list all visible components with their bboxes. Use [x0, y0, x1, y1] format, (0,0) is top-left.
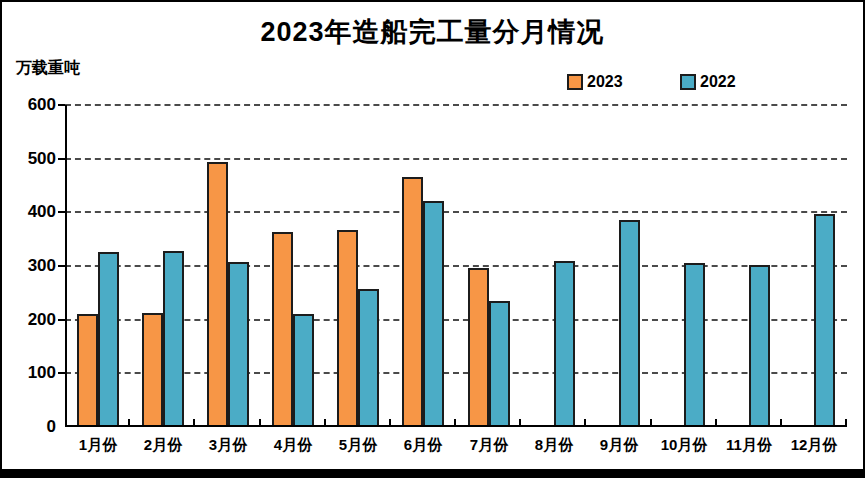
- x-tick-11: [780, 419, 782, 427]
- bar-2022-6月份: [423, 201, 444, 427]
- x-tick-7: [519, 419, 521, 427]
- bar-2022-10月份: [684, 263, 705, 427]
- x-tick-12: [845, 419, 847, 427]
- x-tick-1: [128, 419, 130, 427]
- y-tick-500: [58, 158, 65, 160]
- bar-2022-2月份: [163, 251, 184, 427]
- bar-2023-3月份: [207, 162, 228, 427]
- x-tick-6: [454, 419, 456, 427]
- plot-area: [65, 105, 847, 427]
- bottom-divider-bar: [2, 469, 863, 476]
- gridline-500: [65, 158, 847, 160]
- bar-2023-7月份: [468, 268, 489, 427]
- y-tick-200: [58, 319, 65, 321]
- y-axis-tick-labels: 0100200300400500600: [2, 105, 56, 427]
- x-tick-9: [650, 419, 652, 427]
- legend-swatch-2022: [680, 74, 696, 90]
- bar-2023-4月份: [272, 232, 293, 427]
- y-tick-label-400: 400: [2, 203, 56, 221]
- legend-label-2023: 2023: [587, 73, 623, 91]
- y-axis-line: [65, 105, 67, 427]
- y-tick-600: [58, 104, 65, 106]
- y-tick-label-0: 0: [2, 418, 56, 436]
- bar-2022-12月份: [814, 214, 835, 427]
- y-tick-300: [58, 265, 65, 267]
- bar-2023-6月份: [402, 177, 423, 427]
- bar-2022-9月份: [619, 220, 640, 427]
- x-axis-line: [65, 425, 847, 427]
- legend-item-2023: 2023: [567, 72, 623, 92]
- bar-2022-3月份: [228, 262, 249, 427]
- bar-2023-2月份: [142, 313, 163, 427]
- x-tick-5: [389, 419, 391, 427]
- y-tick-label-100: 100: [2, 364, 56, 382]
- y-tick-400: [58, 211, 65, 213]
- chart-figure: 2023年造船完工量分月情况 万载重吨 2023 2022 0 100 200 300…: [0, 0, 865, 478]
- x-tick-4: [324, 419, 326, 427]
- y-tick-100: [58, 372, 65, 374]
- legend-label-2022: 2022: [700, 73, 736, 91]
- y-tick-label-500: 500: [2, 150, 56, 168]
- y-tick-label-200: 200: [2, 311, 56, 329]
- y-axis-unit-label: 万载重吨: [16, 58, 80, 79]
- gridline-400: [65, 211, 847, 213]
- x-tick-3: [259, 419, 261, 427]
- bar-2022-7月份: [489, 301, 510, 427]
- x-tick-10: [715, 419, 717, 427]
- bar-2022-1月份: [98, 252, 119, 427]
- chart-title: 2023年造船完工量分月情况: [2, 14, 863, 50]
- x-tick-2: [193, 419, 195, 427]
- legend-swatch-2023: [567, 74, 583, 90]
- gridline-600: [65, 104, 847, 106]
- bar-2022-4月份: [293, 314, 314, 427]
- legend-item-2022: 2022: [680, 72, 736, 92]
- bar-2022-5月份: [358, 289, 379, 427]
- bar-2023-5月份: [337, 230, 358, 427]
- x-tick-8: [584, 419, 586, 427]
- y-tick-label-600: 600: [2, 96, 56, 114]
- bar-2022-8月份: [554, 261, 575, 427]
- bar-2023-1月份: [77, 314, 98, 427]
- bar-2022-11月份: [749, 265, 770, 427]
- y-tick-label-300: 300: [2, 257, 56, 275]
- x-tick-label-12月份: 12月份: [769, 436, 859, 455]
